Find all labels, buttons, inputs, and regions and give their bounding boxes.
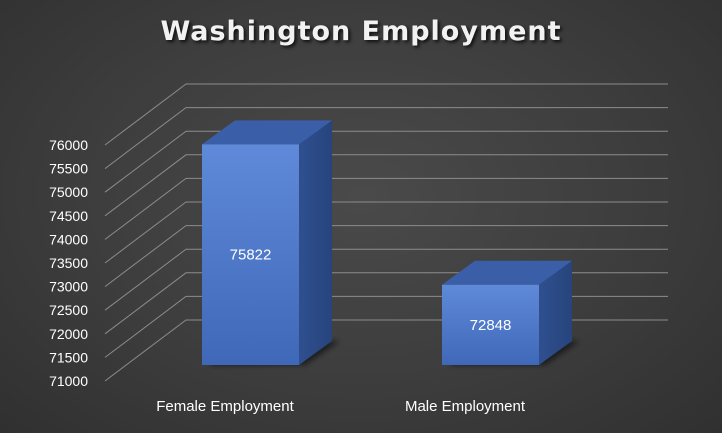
data-label: 75822 [230, 247, 272, 264]
gridline [104, 130, 668, 193]
y-tick-label: 73500 [49, 255, 88, 271]
bar-top-face [442, 260, 572, 285]
gridline [104, 107, 668, 169]
bar [202, 144, 299, 365]
data-label: 72848 [470, 317, 512, 334]
y-tick-label: 72000 [49, 326, 88, 342]
y-tick-label: 75000 [49, 184, 88, 200]
bar-side-face [539, 260, 572, 365]
gridline [104, 295, 668, 358]
y-tick-label: 74000 [49, 231, 88, 247]
y-tick-label: 74500 [49, 208, 88, 224]
gridline [104, 177, 668, 240]
gridline [104, 272, 668, 335]
x-category-label: Female Employment [156, 398, 294, 415]
bar-top-face [202, 120, 332, 145]
gridline [104, 248, 668, 311]
chart-title: Washington Employment [160, 16, 562, 47]
gridline [104, 154, 668, 217]
bar-side-face [299, 120, 332, 365]
y-tick-label: 72500 [49, 302, 88, 318]
bar [442, 284, 539, 365]
y-tick-label: 76000 [49, 137, 88, 153]
y-tick-label: 71000 [49, 373, 88, 389]
gridline [104, 201, 668, 264]
y-tick-label: 71500 [49, 349, 88, 365]
gridline [104, 83, 668, 146]
gridline [104, 319, 668, 382]
y-tick-label: 73000 [49, 279, 88, 295]
y-tick-label: 75500 [49, 161, 88, 177]
gridline [104, 225, 668, 287]
x-category-label: Male Employment [405, 398, 526, 415]
